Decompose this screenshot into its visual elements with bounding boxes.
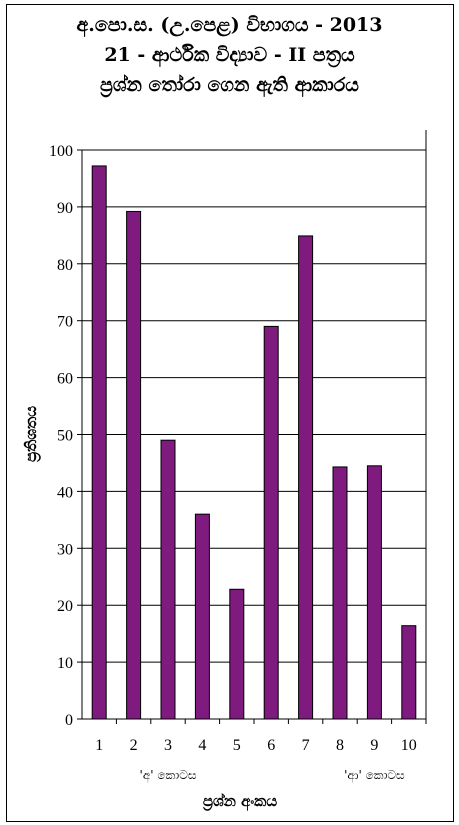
x-tick-label: 1 bbox=[95, 737, 103, 754]
x-tick-label: 6 bbox=[267, 737, 275, 754]
y-tick-label: 70 bbox=[57, 314, 73, 331]
y-axis-label: ප්‍රතිශතය bbox=[22, 406, 42, 462]
y-tick-label: 100 bbox=[49, 143, 73, 160]
chart-title-line-3: ප්‍රශ්න තෝරා ගෙන ඇති ආකාරය bbox=[100, 74, 359, 96]
y-tick-labels: 0 10 20 30 40 50 60 70 80 90 100 bbox=[49, 143, 73, 729]
y-tick-label: 30 bbox=[57, 541, 73, 558]
x-tick-label: 8 bbox=[336, 737, 344, 754]
bar-2 bbox=[126, 210, 142, 720]
bar-8 bbox=[332, 466, 348, 720]
bar-4 bbox=[194, 513, 210, 720]
bar-10 bbox=[401, 625, 417, 720]
bar-9 bbox=[366, 465, 382, 720]
y-tick-label: 10 bbox=[57, 655, 73, 672]
y-tick-label: 60 bbox=[57, 371, 73, 388]
section-label: 'ආ' කොටස bbox=[344, 768, 405, 783]
bars bbox=[91, 165, 417, 720]
section-labels: 'අ' කොටස 'ආ' කොටස bbox=[140, 768, 406, 783]
bar-5 bbox=[229, 588, 245, 720]
section-label: 'අ' කොටස bbox=[140, 768, 197, 783]
x-axis-label: ප්‍රශ්න අංකය bbox=[203, 792, 278, 812]
bar-1 bbox=[91, 165, 107, 720]
x-tick-label: 10 bbox=[401, 737, 417, 754]
x-tick-label: 7 bbox=[302, 737, 310, 754]
chart-title-line-2: 21 - ආර්ථික විද්‍යාව - II පත්‍රය bbox=[104, 44, 355, 66]
bar-7 bbox=[298, 235, 314, 720]
y-tick-label: 0 bbox=[65, 712, 73, 729]
x-tick-label: 3 bbox=[164, 737, 172, 754]
x-tick-label: 5 bbox=[233, 737, 241, 754]
bar-3 bbox=[160, 439, 176, 720]
x-tick-labels: 1 2 3 4 5 6 7 8 9 10 bbox=[95, 737, 417, 754]
bar-6 bbox=[263, 325, 279, 720]
y-tick-label: 80 bbox=[57, 257, 73, 274]
x-tick-label: 9 bbox=[370, 737, 378, 754]
chart-frame bbox=[6, 4, 454, 822]
y-tick-label: 50 bbox=[57, 428, 73, 445]
x-tick-label: 2 bbox=[130, 737, 138, 754]
x-tick-label: 4 bbox=[198, 737, 206, 754]
y-tick-label: 40 bbox=[57, 484, 73, 501]
chart-title-line-1: අ.පො.ස. (උ.පෙළ) විභාගය - 2013 bbox=[76, 14, 383, 36]
y-tick-label: 20 bbox=[57, 598, 73, 615]
y-tick-label: 90 bbox=[57, 200, 73, 217]
axes bbox=[77, 130, 427, 724]
